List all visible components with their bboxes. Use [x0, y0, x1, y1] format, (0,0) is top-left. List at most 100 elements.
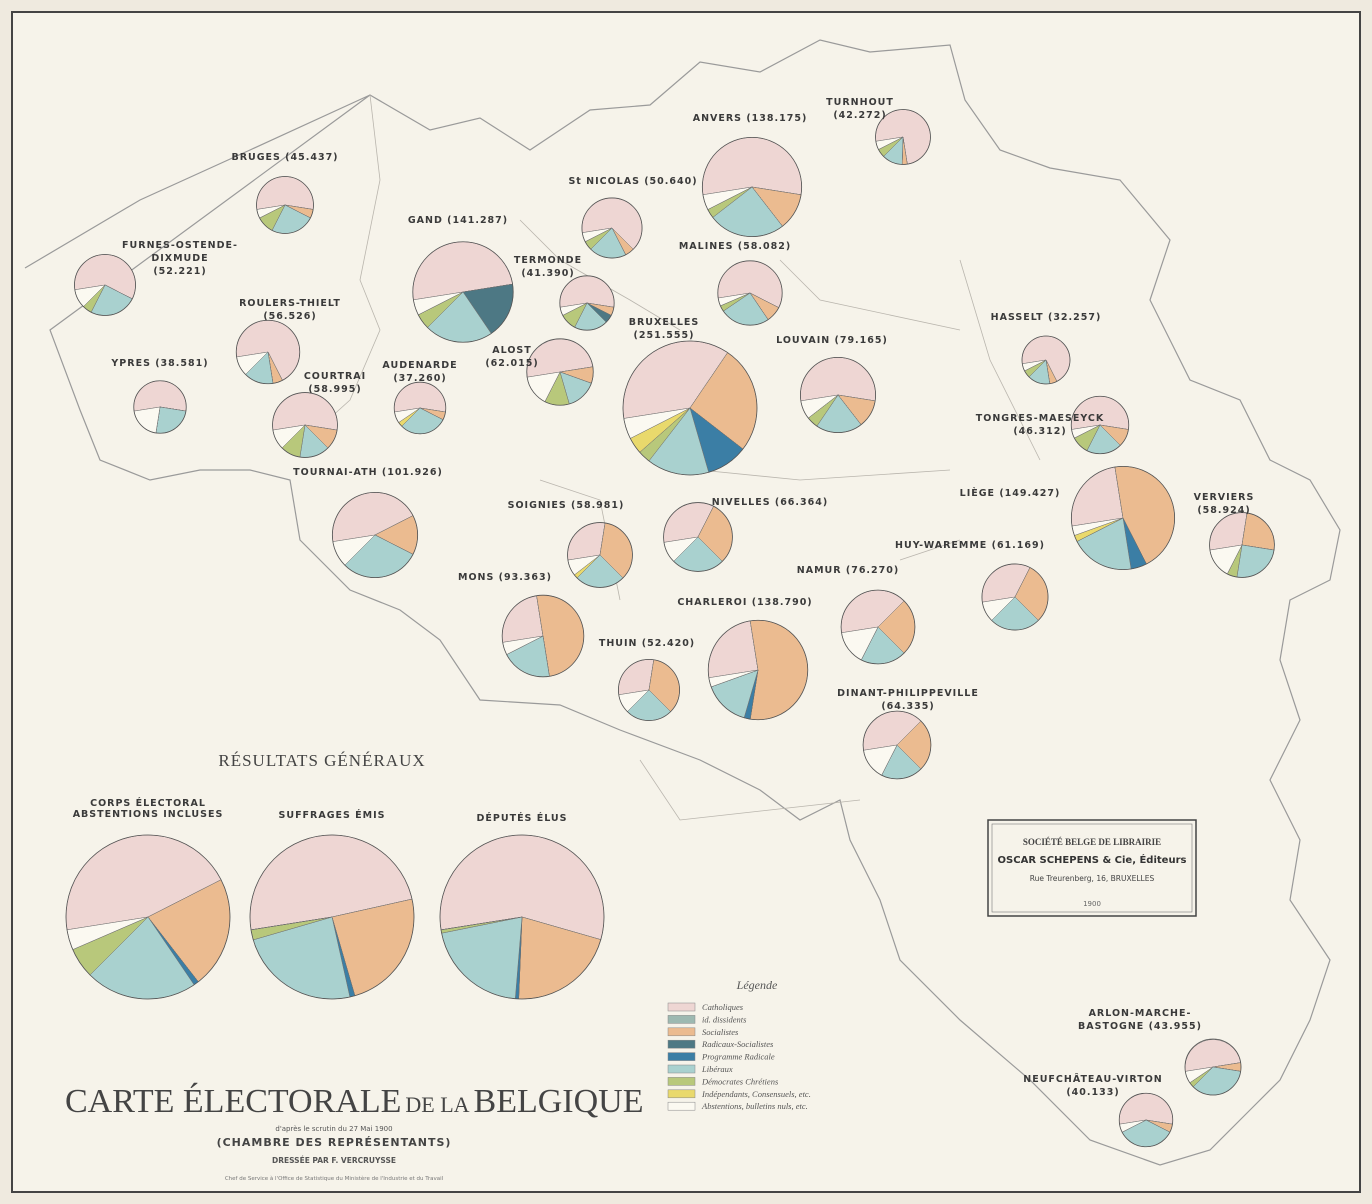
district-label: NAMUR (76.270)	[797, 565, 899, 576]
district-label: TOURNAI-ATH (101.926)	[293, 467, 443, 478]
general-pie-label: SUFFRAGES ÉMIS	[279, 809, 386, 821]
district-label: TURNHOUT	[826, 97, 894, 108]
district-label: ROULERS-THIELT	[239, 298, 341, 309]
district-label: GAND (141.287)	[408, 215, 508, 226]
district-label: St NICOLAS (50.640)	[568, 176, 697, 187]
pie-rim	[840, 589, 916, 665]
pie-rim	[717, 260, 783, 326]
district-label: ALOST	[492, 345, 531, 356]
pie-rim	[235, 319, 301, 385]
pie-rim	[981, 563, 1049, 631]
district-label: SOIGNIES (58.981)	[508, 500, 625, 511]
pie-rim	[1021, 335, 1071, 385]
subtitle: d'après le scrutin du 27 Mai 1900	[275, 1125, 392, 1133]
chamber: (CHAMBRE DES REPRÉSENTANTS)	[217, 1136, 452, 1149]
pie-rim	[875, 109, 931, 165]
country-outline	[24, 39, 1341, 1166]
pie-rim	[272, 392, 338, 458]
district-label: (58.924)	[1197, 505, 1250, 516]
pie-rim	[393, 381, 447, 435]
district-label: (40.133)	[1066, 1087, 1119, 1098]
pie-rim	[618, 659, 680, 721]
district-label: MALINES (58.082)	[679, 241, 791, 252]
district-label: BASTOGNE (43.955)	[1078, 1021, 1202, 1032]
district-label: FURNES-OSTENDE-	[122, 240, 238, 251]
pie-rim	[439, 834, 605, 1000]
credit: Chef de Service à l'Office de Statistiqu…	[225, 1175, 444, 1182]
frame	[11, 11, 1361, 1193]
pie-rim	[663, 502, 733, 572]
legend-label: Indépendants, Consensuels, etc.	[701, 1089, 811, 1099]
legend-label: id. dissidents	[702, 1014, 747, 1024]
district-label: DINANT-PHILIPPEVILLE	[837, 688, 979, 699]
district-label: (46.312)	[1013, 426, 1066, 437]
legend-label: Catholiques	[702, 1002, 744, 1012]
pie-rim	[581, 197, 643, 259]
pie-rim	[567, 522, 633, 588]
general-title: RÉSULTATS GÉNÉRAUX	[218, 751, 425, 770]
general-pie-label: ABSTENTIONS INCLUSES	[73, 809, 224, 820]
publisher-name: OSCAR SCHEPENS & Cie, Éditeurs	[998, 853, 1187, 866]
pie-rim	[707, 619, 809, 721]
main-title: CARTE ÉLECTORALE DE LA BELGIQUE	[65, 1083, 644, 1120]
publisher-year: 1900	[1083, 900, 1101, 908]
pie-rim	[65, 834, 231, 1000]
pie-rim	[74, 254, 136, 316]
legend-swatch	[667, 1089, 696, 1099]
publisher-society: SOCIÉTÉ BELGE DE LIBRAIRIE	[1023, 837, 1161, 847]
pie-rim	[1070, 465, 1176, 571]
pie-rim	[331, 491, 419, 579]
district-label: CHARLEROI (138.790)	[677, 597, 812, 608]
pie-rim	[701, 136, 803, 238]
district-label: TONGRES-MAESEYCK	[976, 413, 1104, 424]
general-pie-label: CORPS ÉLECTORAL	[90, 797, 206, 809]
pie-rim	[862, 710, 932, 780]
district-label: (42.272)	[833, 110, 886, 121]
district-label: ARLON-MARCHE-	[1089, 1008, 1192, 1019]
legend-label: Radicaux-Socialistes	[701, 1039, 774, 1049]
district-label: HUY-WAREMME (61.169)	[895, 540, 1045, 551]
author: DRESSÉE PAR F. VERCRUYSSE	[272, 1156, 396, 1165]
district-label: BRUXELLES	[629, 317, 700, 328]
legend-swatch	[667, 1039, 696, 1049]
legend-swatch	[667, 1015, 696, 1024]
title-part: DE LA	[405, 1092, 469, 1117]
pie-rim	[1209, 512, 1275, 578]
legend-swatch	[667, 1002, 696, 1012]
district-label: VERVIERS	[1194, 492, 1255, 503]
district-label: HASSELT (32.257)	[991, 312, 1102, 323]
publisher-box-inner	[991, 823, 1193, 913]
district-label: (52.221)	[153, 266, 206, 277]
legend-label: Abstentions, bulletins nuls, etc.	[701, 1101, 808, 1111]
district-label: MONS (93.363)	[458, 572, 552, 583]
district-label: AUDENARDE	[382, 360, 457, 371]
pie-rim	[249, 834, 415, 1000]
district-label: DIXMUDE	[151, 253, 208, 264]
pie-rim	[1118, 1092, 1174, 1148]
legend-label: Programme Radicale	[701, 1052, 775, 1062]
district-label: THUIN (52.420)	[599, 638, 695, 649]
publisher-address: Rue Treurenberg, 16, BRUXELLES	[1030, 874, 1155, 883]
title-part: BELGIQUE	[474, 1083, 644, 1120]
pie-rim	[526, 338, 594, 406]
district-label: COURTRAI	[304, 371, 366, 382]
district-label: (62.015)	[485, 358, 538, 369]
district-label: LIÈGE (149.427)	[960, 487, 1061, 499]
publisher-box	[987, 819, 1197, 917]
district-label: (58.995)	[308, 384, 361, 395]
general-pie-label: DÉPUTÉS ÉLUS	[477, 812, 568, 824]
pie-rim	[501, 594, 585, 678]
district-label: (37.260)	[393, 373, 446, 384]
district-label: (251.555)	[634, 330, 695, 341]
legend-swatch	[667, 1064, 696, 1074]
legend-label: Démocrates Chrétiens	[701, 1076, 779, 1086]
pie-rim	[800, 357, 876, 433]
legend: Légende Catholiques id. dissidents Sociali…	[667, 978, 811, 1111]
legend-swatch	[667, 1052, 696, 1061]
district-label: BRUGES (45.437)	[231, 152, 338, 163]
district-label: YPRES (38.581)	[110, 358, 208, 369]
pie-rim	[256, 176, 314, 234]
